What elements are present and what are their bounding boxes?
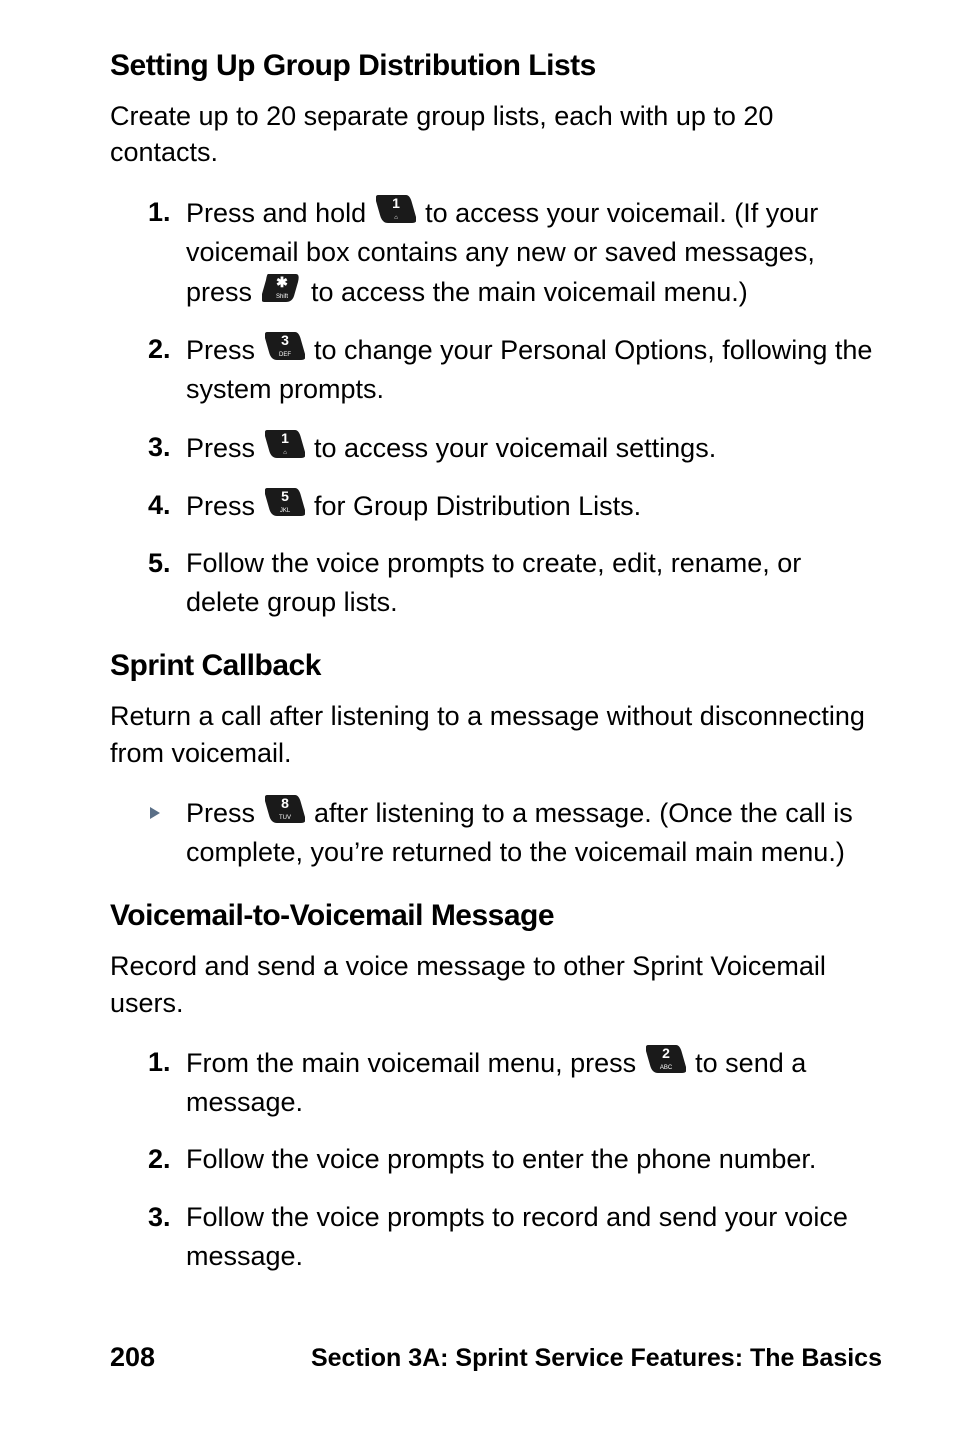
key-1-icon: 1 ⌂ (265, 428, 305, 460)
list-item: 1.Press and hold 1 ⌂ to access your voic… (148, 193, 882, 312)
key-star-icon: ✱ Shift (262, 272, 302, 304)
footer: 208 Section 3A: Sprint Service Features:… (110, 1342, 882, 1373)
svg-text:⌂: ⌂ (394, 215, 398, 221)
svg-text:8: 8 (281, 795, 289, 811)
steps-group-lists: 1.Press and hold 1 ⌂ to access your voic… (110, 193, 882, 622)
page-number: 208 (110, 1342, 155, 1373)
svg-text:TUV: TUV (279, 815, 291, 821)
key-8-icon: 8 TUV (265, 793, 305, 825)
list-item: 3.Follow the voice prompts to record and… (148, 1198, 882, 1276)
para-group-lists: Create up to 20 separate group lists, ea… (110, 98, 882, 171)
svg-text:Shift: Shift (276, 294, 288, 300)
section-title: Section 3A: Sprint Service Features: The… (311, 1344, 882, 1373)
svg-text:1: 1 (392, 195, 400, 211)
key-5-icon: 5 JKL (265, 486, 305, 518)
svg-text:2: 2 (662, 1045, 670, 1061)
svg-text:3: 3 (281, 332, 289, 348)
list-item: 2.Follow the voice prompts to enter the … (148, 1140, 882, 1179)
heading-vm2vm: Voicemail-to-Voicemail Message (110, 898, 882, 934)
svg-text:DEF: DEF (279, 352, 291, 358)
steps-vm2vm: 1.From the main voicemail menu, press 2 … (110, 1043, 882, 1276)
step-number: 2. (148, 330, 171, 369)
list-item: 5.Follow the voice prompts to create, ed… (148, 544, 882, 622)
svg-text:⌂: ⌂ (283, 450, 287, 456)
key-3-icon: 3 DEF (265, 330, 305, 362)
para-vm2vm: Record and send a voice message to other… (110, 948, 882, 1021)
bullets-callback: Press 8 TUV after listening to a message… (110, 793, 882, 872)
svg-text:ABC: ABC (659, 1065, 672, 1071)
list-item: 1.From the main voicemail menu, press 2 … (148, 1043, 882, 1122)
list-item: 2.Press 3 DEF to change your Personal Op… (148, 330, 882, 409)
list-item: Press 8 TUV after listening to a message… (148, 793, 882, 872)
step-number: 3. (148, 1198, 171, 1237)
key-2-icon: 2 ABC (646, 1043, 686, 1075)
key-1-icon: 1 ⌂ (376, 193, 416, 225)
list-item: 3.Press 1 ⌂ to access your voicemail set… (148, 428, 882, 468)
step-number: 4. (148, 486, 171, 525)
heading-group-lists: Setting Up Group Distribution Lists (110, 48, 882, 84)
list-item: 4.Press 5 JKL for Group Distribution Lis… (148, 486, 882, 526)
step-number: 1. (148, 193, 171, 232)
heading-callback: Sprint Callback (110, 648, 882, 684)
svg-text:✱: ✱ (276, 274, 288, 290)
step-number: 5. (148, 544, 171, 583)
svg-text:5: 5 (281, 488, 289, 504)
svg-text:JKL: JKL (279, 508, 290, 514)
step-number: 3. (148, 428, 171, 467)
step-number: 1. (148, 1043, 171, 1082)
para-callback: Return a call after listening to a messa… (110, 698, 882, 771)
svg-text:1: 1 (281, 430, 289, 446)
step-number: 2. (148, 1140, 171, 1179)
